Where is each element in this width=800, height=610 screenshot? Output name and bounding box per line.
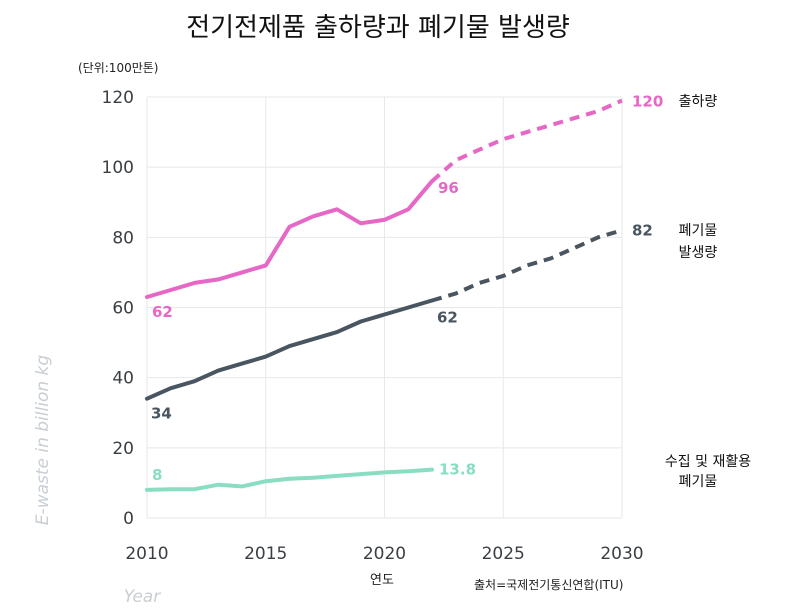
data-label: 13.8	[439, 461, 476, 479]
y-axis-label: E-waste in billion kg	[33, 355, 53, 526]
data-label: 120	[632, 93, 663, 111]
data-label: 82	[632, 221, 653, 239]
y-tick-label: 40	[112, 369, 134, 389]
x-tick-label: 2025	[482, 544, 525, 564]
series-line-actual-0	[145, 179, 434, 299]
legend-recycled-line1: 수집 및 재활용	[665, 454, 751, 470]
source-note: 출처=국제전기통신연합(ITU)	[474, 578, 623, 592]
data-label: 8	[152, 466, 162, 484]
axis-ticks: 0 20 40 60 80 100 120 2010 2015 2020 2025 2030	[102, 88, 644, 564]
x-axis-label-korean: 연도	[370, 573, 394, 588]
y-tick-label: 20	[112, 439, 134, 459]
y-tick-label: 100	[102, 158, 134, 178]
y-tick-label: 0	[123, 509, 134, 529]
data-label: 96	[438, 179, 459, 197]
legend-waste-line2: 발생량	[679, 245, 718, 261]
unit-note: (단위:100만톤)	[78, 61, 158, 75]
x-axis-label: Year	[124, 587, 161, 607]
x-tick-label: 2010	[125, 544, 168, 564]
y-tick-label: 60	[112, 299, 134, 319]
series-line-projected-1	[431, 228, 623, 303]
series-line-actual-2	[145, 467, 434, 492]
chart-title: 전기전제품 출하량과 폐기물 발생량	[186, 13, 570, 43]
legend-shipments: 출하량	[679, 94, 718, 110]
data-label: 62	[437, 308, 458, 326]
series-line-projected-0	[430, 98, 623, 183]
x-tick-label: 2030	[600, 544, 643, 564]
data-labels: 62 96 120 34 62 82 8 13.8	[151, 93, 663, 484]
x-tick-label: 2020	[363, 544, 406, 564]
series-line-actual-1	[145, 298, 434, 401]
data-label: 62	[152, 303, 173, 321]
legend: 출하량 폐기물 발생량 수집 및 재활용 폐기물	[665, 94, 751, 490]
legend-waste-line1: 폐기물	[679, 223, 718, 239]
legend-recycled-line2: 폐기물	[679, 474, 718, 490]
y-tick-label: 80	[112, 228, 134, 248]
x-tick-label: 2015	[244, 544, 287, 564]
y-tick-label: 120	[102, 88, 134, 108]
grid	[146, 96, 623, 519]
series-lines	[145, 98, 623, 492]
data-label: 34	[151, 405, 172, 423]
